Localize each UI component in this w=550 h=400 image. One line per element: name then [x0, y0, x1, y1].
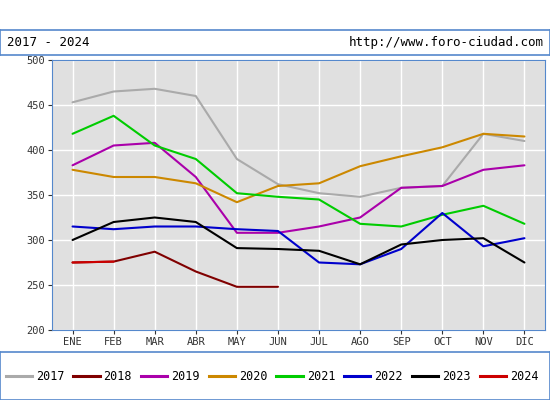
- Text: http://www.foro-ciudad.com: http://www.foro-ciudad.com: [348, 36, 543, 49]
- Text: 2024: 2024: [510, 370, 538, 382]
- Text: 2017 - 2024: 2017 - 2024: [7, 36, 89, 49]
- Text: 2017: 2017: [36, 370, 64, 382]
- Text: Evolucion del paro registrado en Blanca: Evolucion del paro registrado en Blanca: [104, 8, 446, 22]
- Text: 2018: 2018: [103, 370, 132, 382]
- Text: 2022: 2022: [375, 370, 403, 382]
- Text: 2023: 2023: [442, 370, 471, 382]
- Text: 2019: 2019: [171, 370, 200, 382]
- Text: 2021: 2021: [307, 370, 335, 382]
- Text: 2020: 2020: [239, 370, 267, 382]
